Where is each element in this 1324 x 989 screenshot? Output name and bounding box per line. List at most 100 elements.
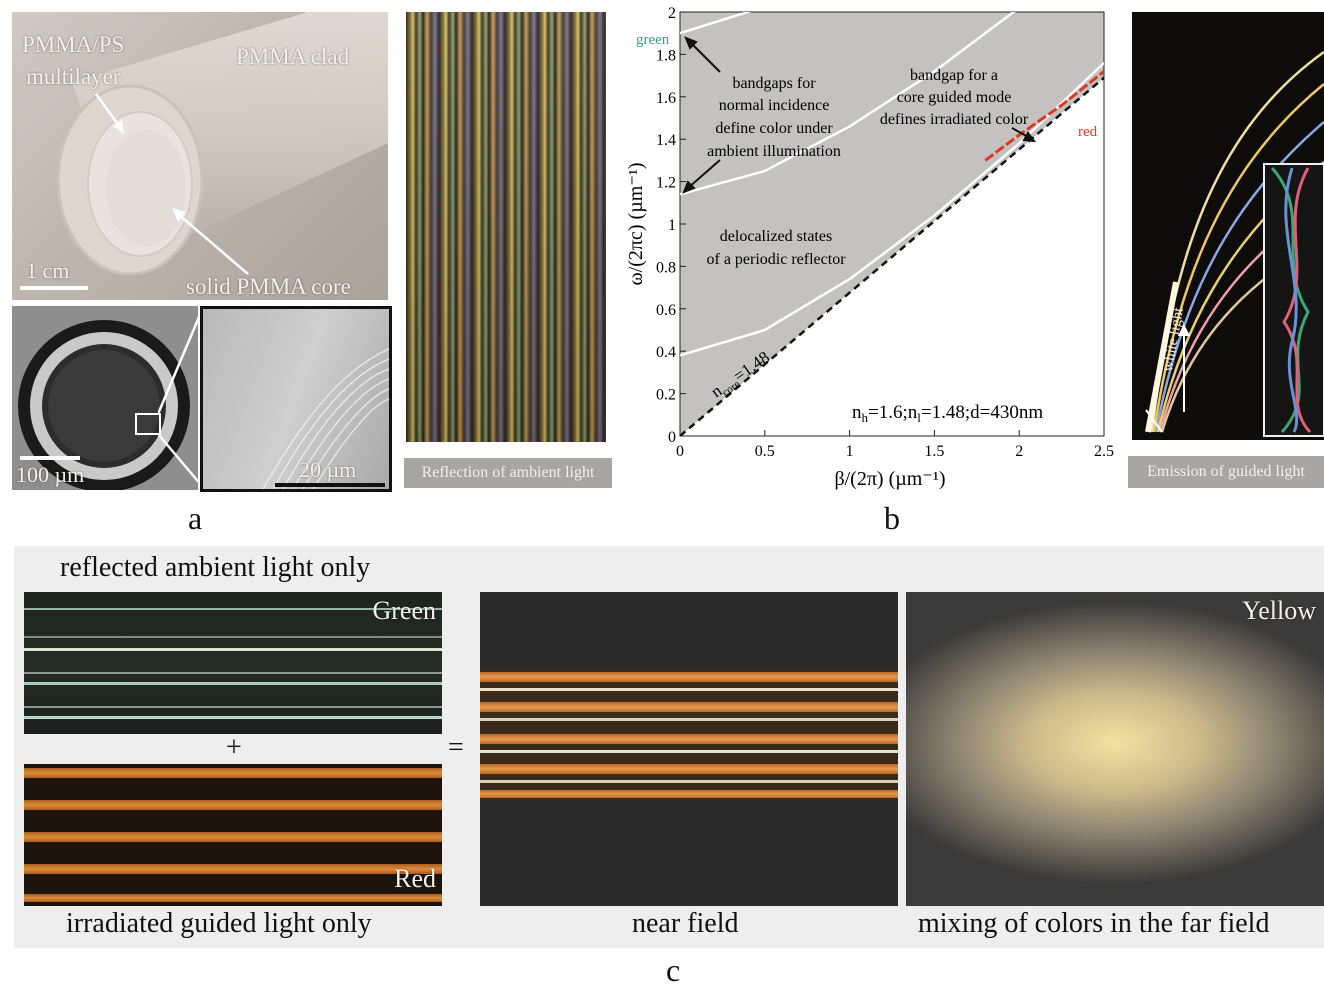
series-group (680, 12, 1104, 436)
rod-arrows (94, 93, 249, 275)
green-annotation: green (636, 32, 670, 48)
green-line (24, 682, 442, 685)
reflected-caption: reflected ambient light only (60, 552, 371, 583)
series-line-3 (984, 70, 1104, 162)
near-field-caption: near field (632, 908, 739, 939)
x-tick-label: 2 (1015, 443, 1023, 460)
bandgap-normal-line3: define color under (715, 120, 833, 137)
params-n1: n (852, 402, 862, 423)
near-field-white (480, 718, 898, 721)
sem-layers (262, 348, 389, 489)
params-h: h (862, 410, 869, 425)
params-end: =1.48;d=430nm (921, 402, 1043, 423)
near-field-white (480, 780, 898, 783)
y-tick-label: 1.4 (656, 132, 676, 149)
clad-label: PMMA clad (236, 44, 350, 69)
reflection-sheen (406, 12, 606, 442)
bandgap-normal-text: bandgaps for normal incidence define col… (707, 75, 841, 160)
panel-letter-b: b (884, 500, 900, 536)
x-tick-label: 0.5 (755, 443, 775, 460)
near-field-orange (480, 734, 898, 744)
bandgap-normal-line4: ambient illumination (707, 143, 841, 160)
near-field-orange (480, 672, 898, 682)
params-label: nh=1.6;nl=1.48;d=430nm (852, 402, 1043, 425)
reflection-photo (406, 12, 606, 442)
zoom-scale-label: 20 µm (299, 457, 357, 482)
green-label: Green (372, 596, 436, 625)
yellow-label: Yellow (1242, 596, 1316, 625)
red-band (24, 832, 442, 842)
y-tick-label: 0.4 (656, 344, 676, 361)
params-mid: =1.6;n (868, 402, 918, 423)
bandgap-core-text: bandgap for a core guided mode defines i… (880, 67, 1029, 128)
multilayer-label-line2: multilayer (26, 64, 121, 89)
y-tick-label: 2 (668, 5, 676, 22)
sem-scale-label: 100 µm (16, 462, 85, 487)
red-annotation: red (1078, 124, 1098, 140)
far-field-caption: mixing of colors in the far field (918, 908, 1270, 939)
near-field-orange (480, 790, 898, 798)
rod-scale-bar (20, 286, 88, 290)
irradiated-caption: irradiated guided light only (66, 908, 372, 939)
multilayer-label-line1: PMMA/PS (22, 32, 125, 57)
delocalized-line1: delocalized states (720, 228, 832, 245)
green-line (24, 716, 442, 719)
y-tick-label: 1.8 (656, 47, 676, 64)
bandgap-normal-line2: normal incidence (719, 97, 830, 114)
x-axis-label: β/(2π) (µm⁻¹) (834, 468, 945, 490)
equals-sign: = (448, 732, 464, 763)
red-band (24, 800, 442, 810)
band-diagram-svg: 0 0.5 1 1.5 2 2.5 0 0.2 0.4 0.6 0.8 1 1.2 1.4 1.6 1.8 2… (625, 5, 1114, 490)
x-ticks: 0 0.5 1 1.5 2 2.5 (676, 430, 1114, 460)
x-tick-label: 0 (676, 443, 684, 460)
plus-sign: + (226, 732, 242, 763)
green-line (24, 648, 442, 651)
rod-illustration (56, 12, 388, 276)
light-line (680, 76, 1104, 436)
zoom-connector (158, 309, 204, 487)
sem-ring (18, 320, 190, 490)
emission-fibers (1145, 50, 1324, 437)
panel-letter-c: c (666, 952, 681, 988)
bandgap-core-line1: bandgap for a (910, 67, 998, 84)
y-tick-label: 0.6 (656, 302, 676, 319)
series-line-0 (680, 12, 1016, 196)
green-line (24, 608, 442, 610)
near-field-orange (480, 764, 898, 774)
green-line (24, 706, 442, 708)
panel-letter-a: a (188, 500, 203, 536)
bandgap-core-line3: defines irradiated color (880, 111, 1029, 128)
near-field-white (480, 688, 898, 691)
red-guided-photo: Red (24, 764, 442, 906)
near-field-photo (480, 592, 898, 906)
green-line (24, 672, 442, 674)
sem-scale-bar (20, 456, 80, 460)
red-band (24, 894, 442, 902)
rod-scale-label: 1 cm (26, 258, 70, 283)
params-l: l (917, 410, 921, 425)
series-line-1 (680, 61, 1104, 357)
near-field-orange (480, 702, 898, 712)
rod-photo: PMMA/PS multilayer PMMA clad solid PMMA … (12, 12, 388, 300)
bandgap-normal-line1: bandgaps for (732, 75, 816, 92)
red-band (24, 768, 442, 778)
x-tick-label: 2.5 (1094, 443, 1114, 460)
far-field-photo: Yellow (906, 592, 1324, 906)
y-tick-label: 1.6 (656, 90, 676, 107)
y-tick-label: 1.2 (656, 175, 676, 192)
green-line (24, 636, 442, 638)
x-tick-label: 1.5 (924, 443, 944, 460)
delocalized-text: delocalized states of a periodic reflect… (706, 228, 846, 268)
bandgap-core-line2: core guided mode (897, 89, 1012, 106)
sem-cross-section: 100 µm (12, 306, 198, 490)
below-light-line-region (680, 77, 1104, 436)
y-axis-label: ω/(2πc) (µm⁻¹) (625, 163, 647, 286)
x-tick-label: 1 (846, 443, 854, 460)
y-tick-label: 0 (668, 429, 676, 446)
red-band (24, 864, 442, 874)
series-line-2 (680, 12, 751, 35)
sem-zoom: 20 µm (200, 306, 392, 492)
y-tick-label: 0.2 (656, 387, 676, 404)
near-field-white (480, 750, 898, 753)
red-label: Red (394, 864, 436, 893)
